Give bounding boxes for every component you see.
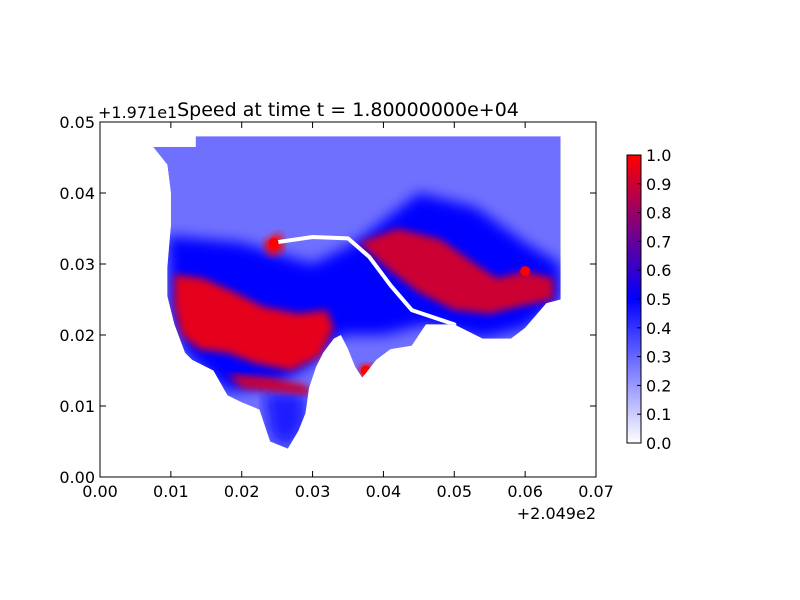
colorbar-tick-label: 0.8 — [646, 204, 671, 223]
y-tick-label: 0.00 — [59, 468, 95, 487]
x-offset-label: +2.049e2 — [517, 504, 596, 523]
data-point — [268, 237, 279, 248]
chart-title: Speed at time t = 1.80000000e+04 — [177, 99, 519, 121]
x-tick-label: 0.02 — [224, 482, 260, 501]
x-tick-label: 0.05 — [436, 482, 472, 501]
x-axis: 0.00 0.01 0.02 0.03 0.04 0.05 0.06 0.07 — [82, 122, 614, 501]
colorbar-tick-label: 0.3 — [646, 348, 671, 367]
colorbar-tick-label: 0.4 — [646, 319, 671, 338]
colorbar-tick-label: 0.7 — [646, 232, 671, 251]
y-tick-label: 0.01 — [59, 397, 95, 416]
y-tick-label: 0.04 — [59, 184, 95, 203]
colorbar-tick-label: 1.0 — [646, 146, 671, 165]
speed-field — [153, 136, 561, 449]
x-tick-label: 0.07 — [578, 482, 614, 501]
x-tick-label: 0.03 — [295, 482, 331, 501]
y-offset-label: +1.971e1 — [98, 103, 177, 122]
colorbar-tick-label: 0.2 — [646, 376, 671, 395]
data-point — [520, 266, 531, 277]
plot-frame — [99, 121, 597, 478]
y-tick-label: 0.05 — [59, 113, 95, 132]
medium-speed-region — [263, 391, 306, 449]
colorbar-tick-label: 0.5 — [646, 290, 671, 309]
high-speed-region — [174, 274, 334, 371]
x-tick-label: 0.06 — [507, 482, 543, 501]
colorbar-tick-label: 0.1 — [646, 405, 671, 424]
y-axis: 0.00 0.01 0.02 0.03 0.04 0.05 — [59, 113, 596, 487]
colorbar-tick-label: 0.6 — [646, 261, 671, 280]
x-tick-label: 0.00 — [82, 482, 118, 501]
y-tick-label: 0.03 — [59, 255, 95, 274]
colorbar-axis: 0.0 0.1 0.2 0.3 0.4 0.5 0.6 0.7 0.8 0.9 1.0 — [637, 146, 671, 453]
x-tick-label: 0.01 — [153, 482, 189, 501]
colorbar-tick-label: 0.9 — [646, 175, 671, 194]
high-speed-region — [358, 228, 554, 314]
x-tick-label: 0.04 — [366, 482, 402, 501]
colorbar-tick-label: 0.0 — [646, 434, 671, 453]
y-tick-label: 0.02 — [59, 326, 95, 345]
high-speed-region — [227, 374, 313, 396]
channel-line — [271, 235, 457, 327]
